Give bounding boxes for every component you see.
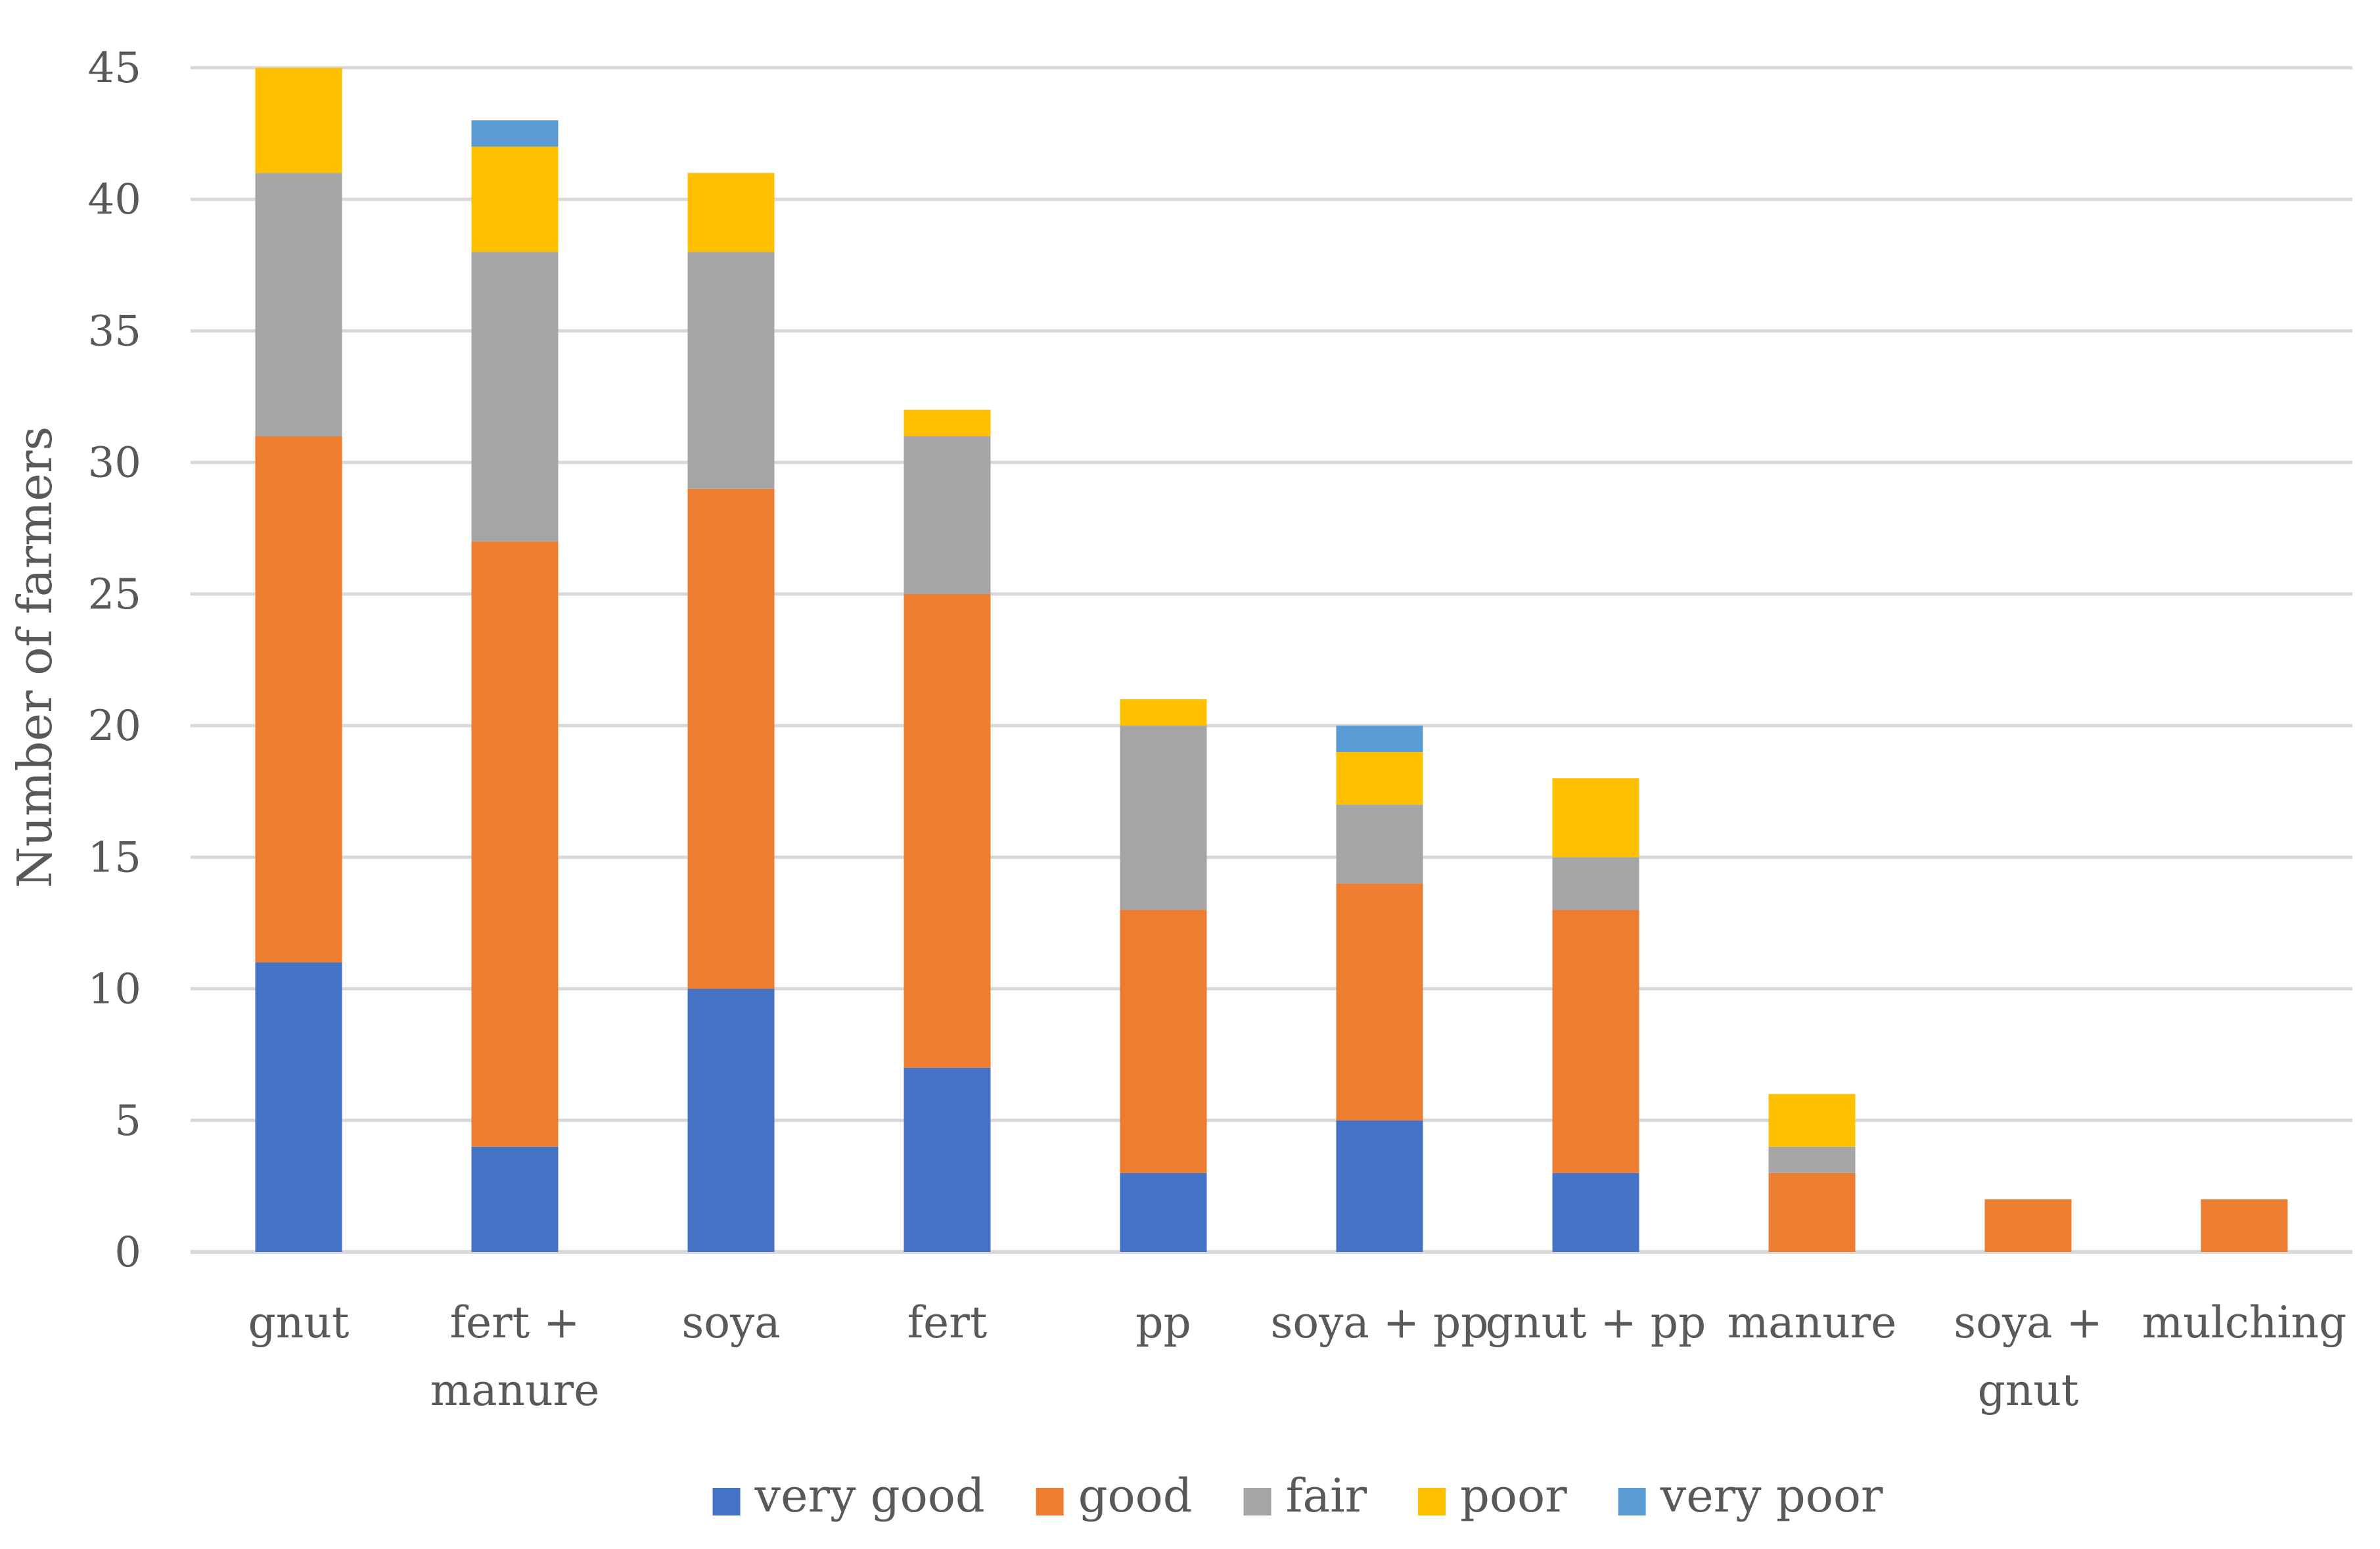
bar-segment-very-good — [1336, 1120, 1423, 1252]
legend-item: good — [1036, 1469, 1193, 1523]
bar-segment-good — [1984, 1199, 2072, 1252]
bars — [255, 68, 2288, 1252]
bar-segment-fair — [1768, 1146, 1856, 1173]
bar-segment-good — [1552, 910, 1639, 1173]
legend-label: very poor — [1660, 1469, 1883, 1523]
bar-segment-good — [904, 593, 991, 1068]
bar-segment-poor — [687, 173, 775, 252]
bar-segment-good — [2201, 1199, 2288, 1252]
legend-label: good — [1078, 1469, 1193, 1523]
bar-segment-good — [255, 436, 342, 963]
legend-swatch — [1036, 1488, 1064, 1515]
legend-item: fair — [1243, 1469, 1367, 1523]
bar-segment-good — [1768, 1172, 1856, 1252]
y-tick-label: 45 — [88, 44, 141, 93]
x-category-label: gnut + pp — [1486, 1297, 1706, 1348]
bar-segment-fair — [471, 252, 559, 542]
y-tick-label: 10 — [88, 965, 141, 1014]
legend-item: very good — [712, 1469, 985, 1523]
bar-segment-poor — [904, 409, 991, 436]
x-category-label: fert + manure — [430, 1297, 600, 1416]
x-category-label-line: manure — [1728, 1297, 1897, 1348]
bar-segment-poor — [1120, 699, 1207, 726]
y-axis-title: Number of farmers — [7, 427, 62, 889]
x-axis-categories: gnut fert + manure soya fert pp soya + ppgnut … — [248, 1297, 2347, 1416]
y-axis-ticks: 0 5 10 15 20 25 30 35 40 45 — [88, 44, 141, 1277]
bar-segment-poor — [1768, 1094, 1856, 1147]
bar-segment-fair — [1120, 726, 1207, 910]
legend-swatch — [1618, 1488, 1646, 1515]
bar-segment-fair — [1552, 857, 1639, 910]
x-category-label-line: soya + — [1954, 1297, 2103, 1348]
legend-item: poor — [1418, 1469, 1567, 1523]
bar-segment-very-good — [687, 988, 775, 1252]
x-category-label: mulching — [2142, 1297, 2347, 1348]
bar-segment-fair — [687, 252, 775, 489]
legend-label: poor — [1460, 1469, 1567, 1523]
legend-label: very good — [754, 1469, 985, 1523]
x-category-label: gnut — [248, 1297, 350, 1348]
bar-segment-good — [1120, 910, 1207, 1173]
bar-segment-very-good — [904, 1067, 991, 1252]
bar-segment-very-good — [1552, 1172, 1639, 1252]
x-category-label: manure — [1728, 1297, 1897, 1348]
x-category-label-line: soya — [681, 1297, 780, 1348]
legend-swatch — [1243, 1488, 1271, 1515]
bar-segment-poor — [1552, 778, 1639, 858]
bar-segment-poor — [255, 68, 342, 173]
bar-segment-good — [687, 488, 775, 989]
y-tick-label: 40 — [88, 175, 141, 224]
bar-segment-very-good — [471, 1146, 559, 1252]
x-category-label: soya + pp — [1271, 1297, 1489, 1348]
x-category-label-line: gnut — [1978, 1365, 2079, 1416]
legend-swatch — [1418, 1488, 1446, 1515]
x-category-label-line: gnut + pp — [1486, 1297, 1706, 1348]
x-category-label: fert — [907, 1297, 988, 1348]
legend: very good good fair poor very poor — [712, 1469, 1883, 1523]
x-category-label-line: manure — [430, 1365, 600, 1416]
y-tick-label: 25 — [88, 570, 141, 619]
bar-segment-very-poor — [471, 120, 559, 147]
x-category-label-line: soya + pp — [1271, 1297, 1489, 1348]
y-tick-label: 30 — [88, 439, 141, 488]
bar-segment-fair — [255, 173, 342, 436]
bar-segment-good — [1336, 883, 1423, 1121]
y-tick-label: 0 — [114, 1228, 141, 1277]
y-tick-label: 35 — [88, 307, 141, 356]
x-category-label: pp — [1135, 1297, 1191, 1348]
bar-segment-fair — [904, 436, 991, 594]
bar-segment-fair — [1336, 804, 1423, 884]
x-category-label-line: pp — [1135, 1297, 1191, 1348]
bar-segment-good — [471, 541, 559, 1147]
y-tick-label: 5 — [114, 1097, 141, 1145]
x-category-label-line: fert + — [450, 1297, 580, 1348]
x-category-label: soya + gnut — [1954, 1297, 2103, 1416]
bar-segment-very-poor — [1336, 726, 1423, 752]
legend-label: fair — [1286, 1469, 1367, 1523]
y-tick-label: 20 — [88, 702, 141, 751]
x-category-label: soya — [681, 1297, 780, 1348]
x-category-label-line: gnut — [248, 1297, 350, 1348]
y-tick-label: 15 — [88, 833, 141, 882]
bar-segment-poor — [471, 147, 559, 252]
x-category-label-line: fert — [907, 1297, 988, 1348]
bar-segment-very-good — [255, 962, 342, 1252]
legend-swatch — [712, 1488, 741, 1515]
bar-segment-very-good — [1120, 1172, 1207, 1252]
bar-segment-poor — [1336, 752, 1423, 805]
legend-item: very poor — [1618, 1469, 1883, 1523]
x-category-label-line: mulching — [2142, 1297, 2347, 1348]
